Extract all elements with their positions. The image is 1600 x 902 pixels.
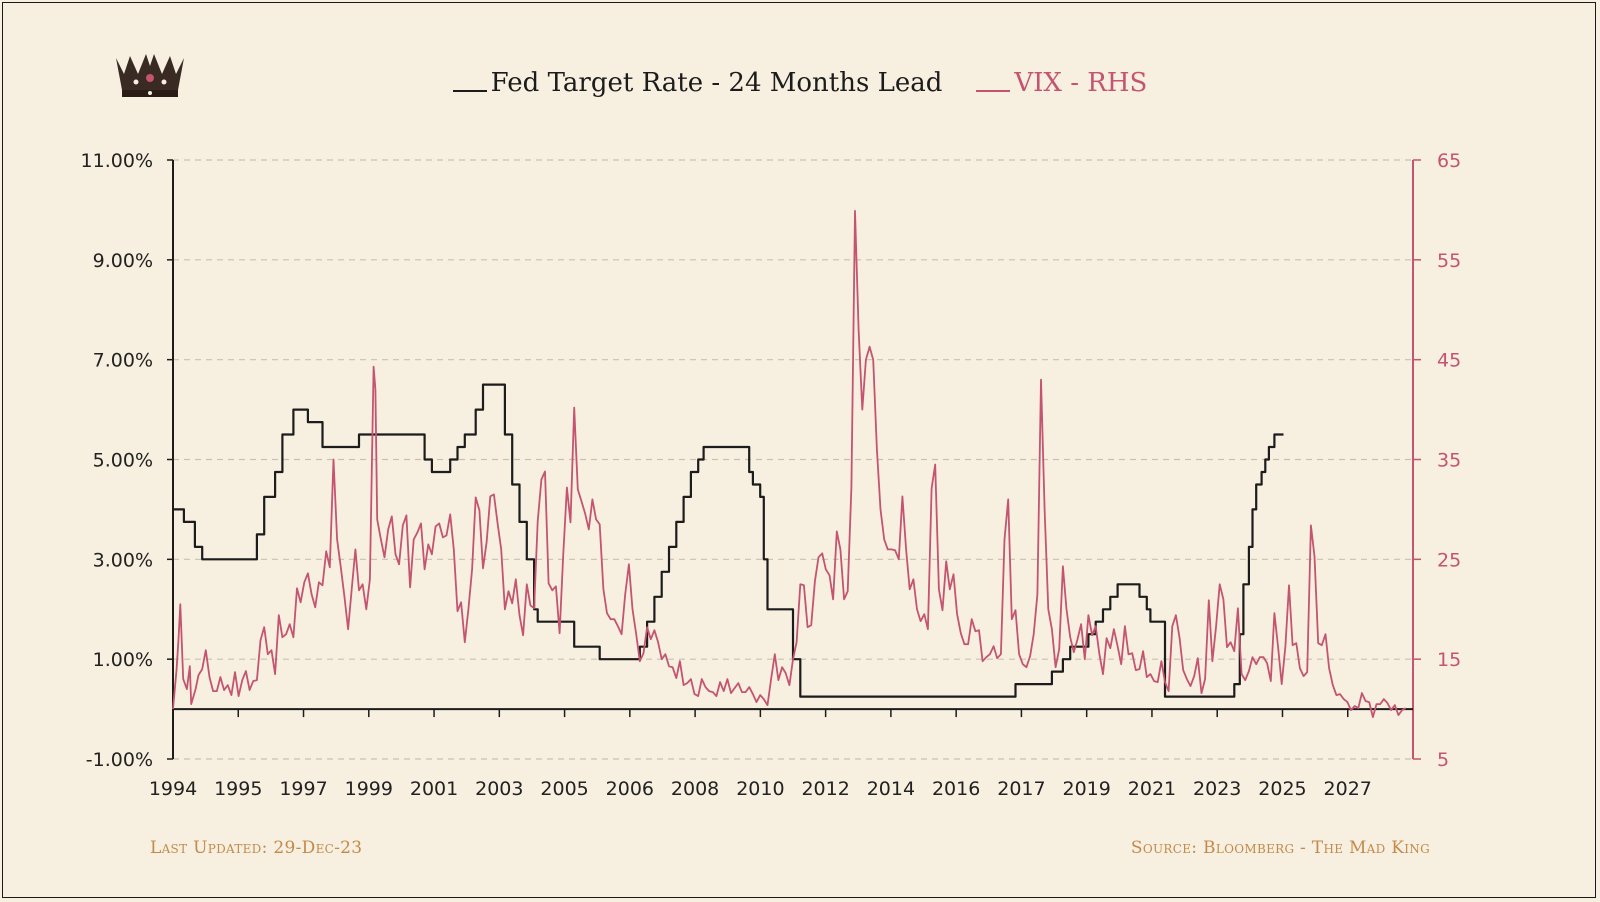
x-tick-label: 2001 bbox=[410, 778, 458, 800]
y-left-tick-label: 11.00% bbox=[81, 150, 153, 172]
legend-label-vix: VIX - RHS bbox=[1014, 68, 1148, 98]
x-tick-label: 2023 bbox=[1193, 778, 1241, 800]
x-tick-label: 2017 bbox=[997, 778, 1045, 800]
y-right-ticks: 65 55 45 35 25 15 5 bbox=[1413, 150, 1461, 771]
y-left-tick-label: -1.00% bbox=[86, 749, 153, 771]
series-line-fed-target-rate bbox=[173, 383, 1284, 698]
source-note: Source: Bloomberg - The Mad King bbox=[1130, 838, 1430, 858]
legend-label-fed: Fed Target Rate - 24 Months Lead bbox=[490, 68, 943, 98]
x-tick-label: 2005 bbox=[540, 778, 588, 800]
last-updated: Last Updated: 29-Dec-23 bbox=[150, 838, 362, 858]
x-tick-label: 2025 bbox=[1258, 778, 1306, 800]
crown-icon bbox=[116, 54, 184, 97]
x-tick-label: 1995 bbox=[214, 778, 262, 800]
y-right-tick-label: 5 bbox=[1437, 749, 1449, 771]
y-left-tick-label: 7.00% bbox=[93, 350, 153, 372]
x-tick-label: 1999 bbox=[345, 778, 393, 800]
x-tick-label: 1994 bbox=[149, 778, 197, 800]
y-right-tick-label: 25 bbox=[1437, 549, 1461, 571]
legend-swatch-vix bbox=[976, 90, 1011, 92]
legend-item-fed: Fed Target Rate - 24 Months Lead bbox=[452, 68, 943, 98]
y-left-tick-label: 9.00% bbox=[93, 250, 153, 272]
legend-item-vix: VIX - RHS bbox=[976, 68, 1147, 98]
y-left-tick-label: 1.00% bbox=[93, 649, 153, 671]
x-tick-label: 2003 bbox=[475, 778, 523, 800]
x-tick-label: 1997 bbox=[279, 778, 327, 800]
x-tick-label: 2006 bbox=[606, 778, 654, 800]
series-line-vix bbox=[172, 210, 1407, 718]
y-right-tick-label: 65 bbox=[1437, 150, 1461, 172]
x-tick-label: 2008 bbox=[671, 778, 719, 800]
x-tick-label: 2019 bbox=[1063, 778, 1111, 800]
x-tick-label: 2014 bbox=[867, 778, 915, 800]
y-left-tick-label: 3.00% bbox=[93, 549, 153, 571]
x-tick-label: 2016 bbox=[932, 778, 980, 800]
x-tick-label: 2012 bbox=[801, 778, 849, 800]
series-lines bbox=[172, 210, 1407, 718]
y-right-tick-label: 15 bbox=[1437, 649, 1461, 671]
legend: Fed Target Rate - 24 Months Lead VIX - R… bbox=[0, 68, 1600, 98]
legend-swatch-fed bbox=[452, 90, 487, 92]
y-left-ticks: 11.00% 9.00% 7.00% 5.00% 3.00% 1.00% -1.00% bbox=[81, 150, 173, 771]
gridlines bbox=[173, 159, 1413, 760]
y-right-tick-label: 45 bbox=[1437, 350, 1461, 372]
x-ticks: 1994 1995 1997 1999 2001 2003 2005 2006 2008 2010… bbox=[149, 709, 1372, 800]
y-right-tick-label: 35 bbox=[1437, 450, 1461, 472]
x-tick-label: 2021 bbox=[1128, 778, 1176, 800]
y-left-tick-label: 5.00% bbox=[93, 450, 153, 472]
x-tick-label: 2027 bbox=[1324, 778, 1372, 800]
x-tick-label: 2010 bbox=[736, 778, 784, 800]
y-right-tick-label: 55 bbox=[1437, 250, 1461, 272]
last-updated-value: 29-Dec-23 bbox=[273, 838, 363, 858]
last-updated-label: Last Updated: bbox=[150, 838, 268, 858]
